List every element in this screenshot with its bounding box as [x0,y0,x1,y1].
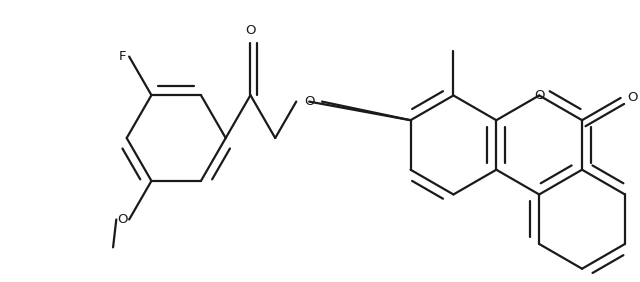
Text: F: F [118,50,126,63]
Text: O: O [627,91,638,104]
Text: O: O [304,95,314,108]
Text: O: O [118,213,128,226]
Text: O: O [245,24,256,37]
Text: O: O [534,89,545,102]
